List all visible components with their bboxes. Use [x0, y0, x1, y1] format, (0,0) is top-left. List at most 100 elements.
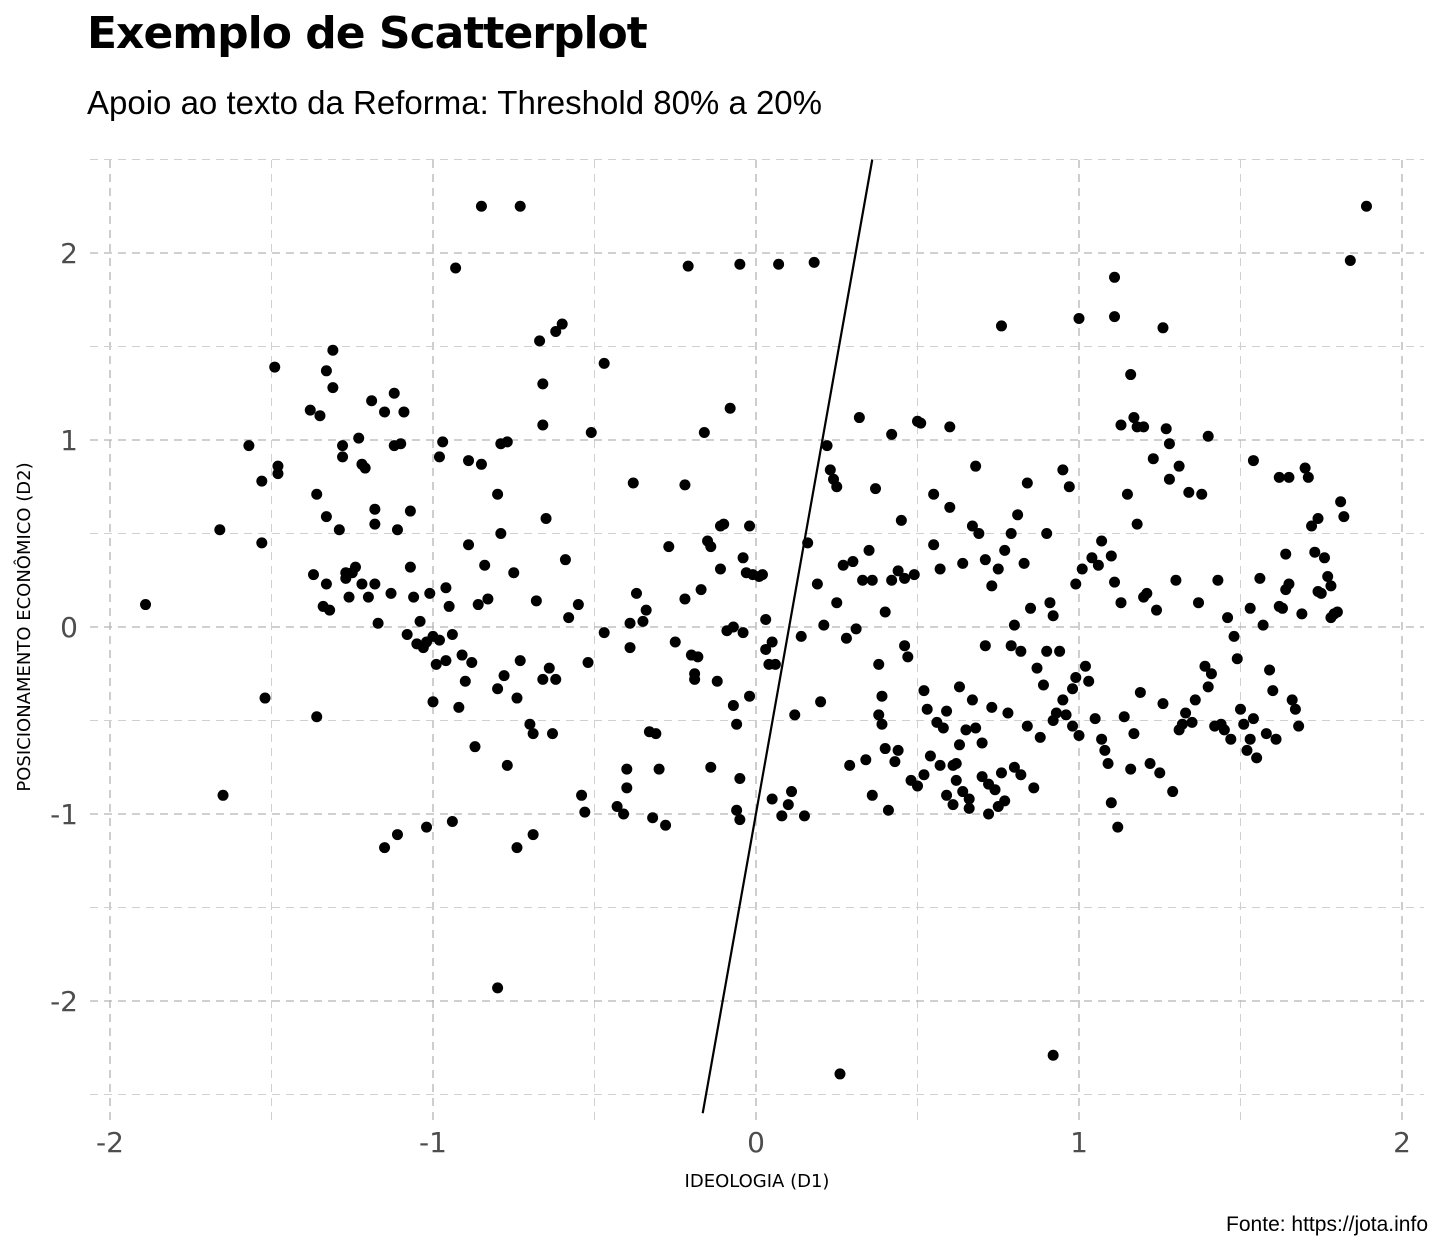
scatter-point [256, 537, 268, 549]
scatter-point [446, 815, 458, 827]
scatter-point [744, 520, 756, 532]
scatter-point [320, 578, 332, 590]
scatter-point [866, 789, 878, 801]
scatter-point [966, 520, 978, 532]
scatter-point [433, 634, 445, 646]
scatter-point [737, 627, 749, 639]
scatter-point [356, 578, 368, 590]
scatter-point [1241, 744, 1253, 756]
scatter-point [979, 554, 991, 566]
scatter-point [824, 464, 836, 476]
scatter-point [647, 812, 659, 824]
scatter-point [892, 565, 904, 577]
scatter-point [495, 528, 507, 539]
scatter-point [902, 651, 914, 663]
scatter-point [870, 483, 882, 495]
scatter-point [1167, 786, 1179, 798]
scatter-point [986, 580, 998, 592]
scatter-point [527, 728, 539, 740]
scatter-point [1225, 733, 1237, 745]
scatter-point [714, 563, 726, 575]
scatter-point [1251, 752, 1263, 764]
scatter-point [786, 786, 798, 798]
scatter-point [663, 541, 675, 553]
scatter-point [637, 615, 649, 627]
scatter-point [944, 501, 956, 513]
scatter-point [582, 657, 594, 669]
scatter-point [950, 774, 962, 786]
scatter-point [1105, 797, 1117, 809]
scatter-point [453, 701, 465, 713]
scatter-point [508, 567, 520, 579]
cutting-line [701, 159, 874, 1114]
scatter-point [727, 700, 739, 712]
scatter-point [698, 427, 710, 439]
scatter-point [1196, 488, 1208, 500]
scatter-point [385, 587, 397, 599]
y-axis-title: POSICIONAMENTO ECONÔMICO (D2) [13, 462, 35, 791]
scatter-point [1005, 640, 1017, 652]
scatter-point [979, 640, 991, 652]
scatter-point [314, 410, 326, 422]
scatter-point [1109, 576, 1121, 588]
scatter-point [618, 808, 630, 820]
scatter-point [695, 584, 707, 596]
scatter-point [214, 524, 226, 536]
scatter-point [1073, 729, 1085, 741]
scatter-point [527, 829, 539, 841]
scatter-point [1092, 559, 1104, 571]
scatter-point [886, 428, 898, 440]
scatter-point [1218, 724, 1230, 736]
scatter-point [1028, 782, 1040, 794]
scatter-point [995, 320, 1007, 332]
scatter-point [563, 612, 575, 624]
scatter-point [766, 636, 778, 648]
scatter-point [1015, 769, 1027, 781]
scatter-point [327, 344, 339, 356]
scatter-point [611, 801, 623, 813]
scatter-point [404, 561, 416, 573]
y-tick-label: 1 [60, 424, 78, 457]
scatter-point [744, 690, 756, 702]
scatter-point [876, 718, 888, 730]
scatter-point [1157, 698, 1169, 710]
scatter-point [1037, 679, 1049, 691]
scatter-point [440, 582, 452, 594]
scatter-point [388, 387, 400, 399]
scatter-point [1286, 694, 1298, 706]
scatter-point [756, 569, 768, 581]
scatter-point [1005, 528, 1017, 539]
scatter-point [1335, 496, 1347, 508]
scatter-point [773, 258, 785, 270]
scatter-point [530, 595, 542, 607]
scatter-point [873, 658, 885, 670]
scatter-point [1273, 471, 1285, 483]
scatter-point [1099, 744, 1111, 756]
scatter-point [1328, 608, 1340, 620]
scatter-point [1228, 630, 1240, 642]
scatter-point [1050, 707, 1062, 719]
scatter-point [401, 628, 413, 640]
scatter-point [576, 789, 588, 801]
scatter-point [1344, 254, 1356, 266]
scatter-point [404, 505, 416, 517]
scatter-point [511, 842, 523, 854]
scatter-point [624, 617, 636, 629]
scatter-point [973, 528, 985, 539]
chart-subtitle: Apoio ao texto da Reforma: Threshold 80%… [87, 84, 823, 121]
scatter-point [727, 621, 739, 633]
scatter-point [359, 462, 371, 474]
scatter-point [475, 200, 487, 212]
scatter-point [217, 789, 229, 801]
scatter-point [1138, 421, 1150, 433]
scatter-point [857, 574, 869, 586]
scatter-point [337, 451, 349, 463]
scatter-point [1318, 552, 1330, 564]
scatter-point [1264, 664, 1276, 676]
scatter-point [304, 404, 316, 416]
scatter-point [1008, 619, 1020, 631]
scatter-point [876, 690, 888, 702]
scatter-point [256, 475, 268, 487]
scatter-point [369, 578, 381, 590]
scatter-point [766, 793, 778, 805]
